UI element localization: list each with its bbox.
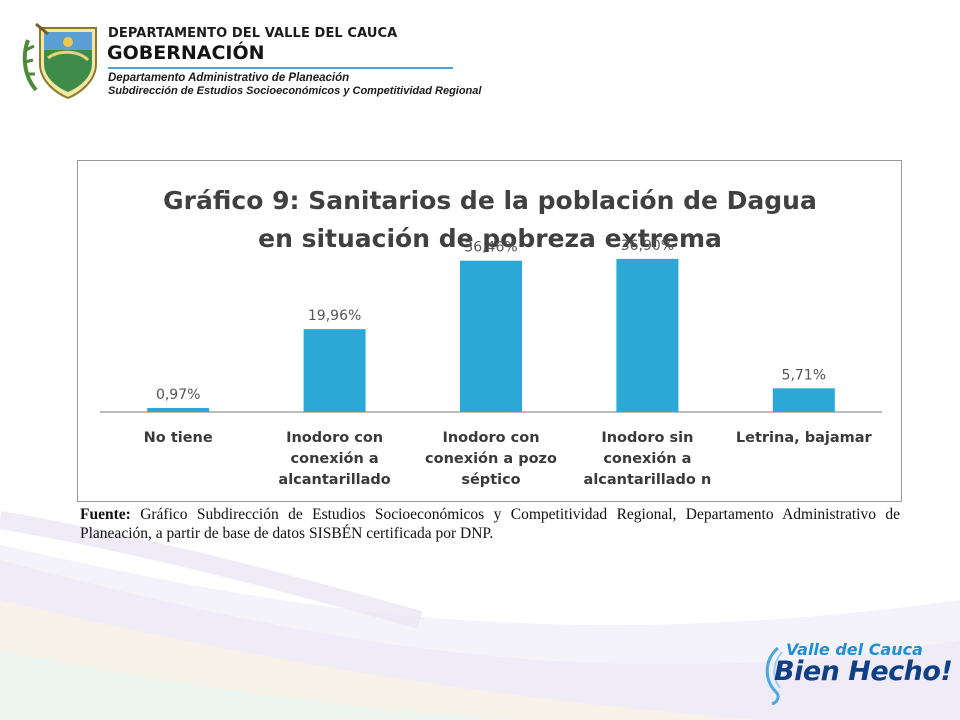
header-government: GOBERNACIÓN — [107, 42, 265, 64]
header-subdivision: Subdirección de Estudios Socioeconómicos… — [108, 85, 482, 97]
data-label: 36,46% — [464, 240, 517, 256]
header-department: DEPARTAMENTO DEL VALLE DEL CAUCA — [108, 26, 398, 41]
category-label: séptico — [461, 472, 520, 488]
category-label: alcantarillado — [278, 472, 390, 488]
bar-chart: Gráfico 9: Sanitarios de la población de… — [100, 186, 882, 488]
bar — [460, 260, 522, 412]
category-label: conexión a pozo — [425, 451, 557, 467]
category-label: Inodoro con — [286, 430, 383, 446]
bar — [772, 388, 835, 412]
category-label: conexión a — [603, 451, 691, 467]
coat-of-arms-icon — [22, 22, 97, 100]
source-text: Gráfico Subdirección de Estudios Socioec… — [80, 506, 900, 542]
category-label: Letrina, bajamar — [736, 430, 873, 446]
bar — [303, 329, 366, 412]
data-label: 0,97% — [156, 387, 200, 403]
category-label: Inodoro con — [442, 430, 539, 446]
logo-swoosh-icon — [765, 646, 783, 706]
data-label: 19,96% — [308, 308, 361, 324]
bar — [616, 258, 679, 412]
category-label: alcantarillado n — [584, 472, 712, 488]
header-office: Departamento Administrativo de Planeació… — [108, 72, 350, 84]
chart-frame: Gráfico 9: Sanitarios de la población de… — [77, 160, 902, 502]
category-label: conexión a — [291, 451, 379, 467]
chart-title-line: Gráfico 9: Sanitarios de la población de… — [163, 186, 817, 215]
logo-line2: Bien Hecho! — [774, 656, 953, 687]
bar — [147, 407, 210, 412]
source-note: Fuente: Gráfico Subdirección de Estudios… — [80, 505, 900, 543]
header-divider — [108, 67, 453, 69]
source-label: Fuente: — [80, 506, 131, 523]
category-label: Inodoro sin — [601, 430, 693, 446]
data-label: 5,71% — [782, 367, 826, 383]
data-label: 36,90% — [621, 238, 674, 254]
chart-title-line: en situación de pobreza extrema — [258, 224, 722, 253]
category-label: No tiene — [144, 430, 213, 446]
logo-line1: Valle del Cauca — [786, 640, 923, 659]
